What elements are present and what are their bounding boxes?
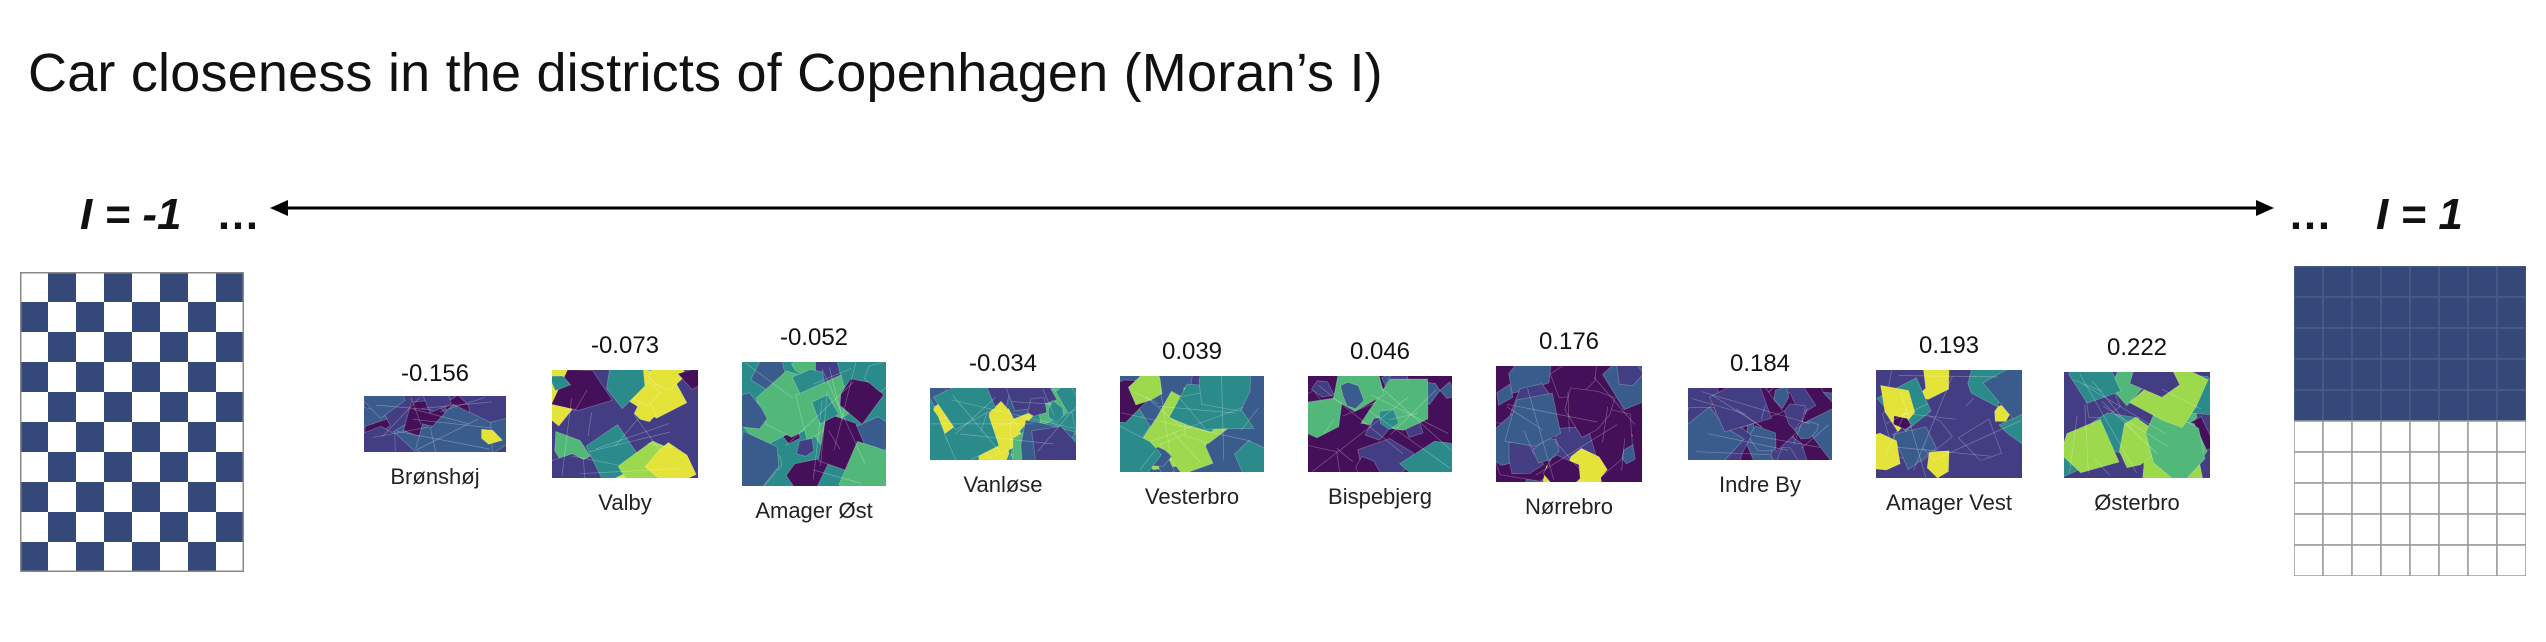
district-morans-i-value: -0.156 (400, 360, 470, 387)
clustered-pattern-icon (2294, 266, 2526, 576)
district-voronoi-map (1688, 388, 1832, 460)
district-voronoi-map (1120, 376, 1264, 472)
district-name: Nørrebro (1524, 494, 1613, 519)
left-scale-label: I = -1 (80, 190, 182, 239)
district-name: Amager Vest (1886, 490, 2012, 515)
district-item: -0.156 Brønshøj (364, 0, 506, 642)
district-item: -0.073 Valby (552, 0, 698, 642)
left-ellipsis: … (216, 190, 260, 239)
right-scale-label: I = 1 (2376, 190, 2463, 239)
page-title: Car closeness in the districts of Copenh… (28, 43, 1383, 103)
district-voronoi-map (930, 388, 1076, 460)
district-voronoi-map (742, 362, 886, 486)
district-item: -0.052 Amager Øst (742, 0, 886, 642)
district-voronoi-map (552, 370, 698, 478)
district-morans-i-value: 0.184 (1729, 350, 1791, 377)
district-voronoi-map (1876, 370, 2022, 478)
district-name: Amager Øst (755, 498, 873, 523)
district-morans-i-value: 0.176 (1538, 328, 1600, 355)
right-ellipsis: … (2288, 190, 2332, 239)
district-morans-i-value: 0.193 (1918, 332, 1980, 359)
district-name: Vesterbro (1144, 484, 1240, 509)
district-voronoi-map (2064, 372, 2210, 478)
district-item: 0.222 Østerbro (2064, 0, 2210, 642)
district-morans-i-value: -0.073 (590, 332, 660, 359)
district-item: 0.176 Nørrebro (1496, 0, 1642, 642)
district-morans-i-value: -0.034 (968, 350, 1038, 377)
district-name: Bispebjerg (1328, 484, 1432, 509)
district-name: Østerbro (2094, 490, 2180, 515)
district-voronoi-map (364, 396, 506, 452)
district-item: -0.034 Vanløse (930, 0, 1076, 642)
double-arrow-axis (270, 200, 2274, 216)
district-name: Indre By (1719, 472, 1801, 497)
district-name: Valby (598, 490, 652, 515)
district-morans-i-value: -0.052 (779, 324, 849, 351)
district-voronoi-map (1496, 366, 1642, 482)
district-item: 0.039 Vesterbro (1120, 0, 1264, 642)
district-name: Brønshøj (390, 464, 480, 489)
district-name: Vanløse (963, 472, 1043, 497)
checkerboard-pattern-icon (20, 272, 244, 572)
district-voronoi-map (1308, 376, 1452, 472)
district-item: 0.046 Bispebjerg (1308, 0, 1452, 642)
district-item: 0.193 Amager Vest (1876, 0, 2022, 642)
district-morans-i-value: 0.046 (1349, 338, 1411, 365)
district-item: 0.184 Indre By (1688, 0, 1832, 642)
district-morans-i-value: 0.039 (1161, 338, 1223, 365)
district-morans-i-value: 0.222 (2106, 334, 2168, 361)
